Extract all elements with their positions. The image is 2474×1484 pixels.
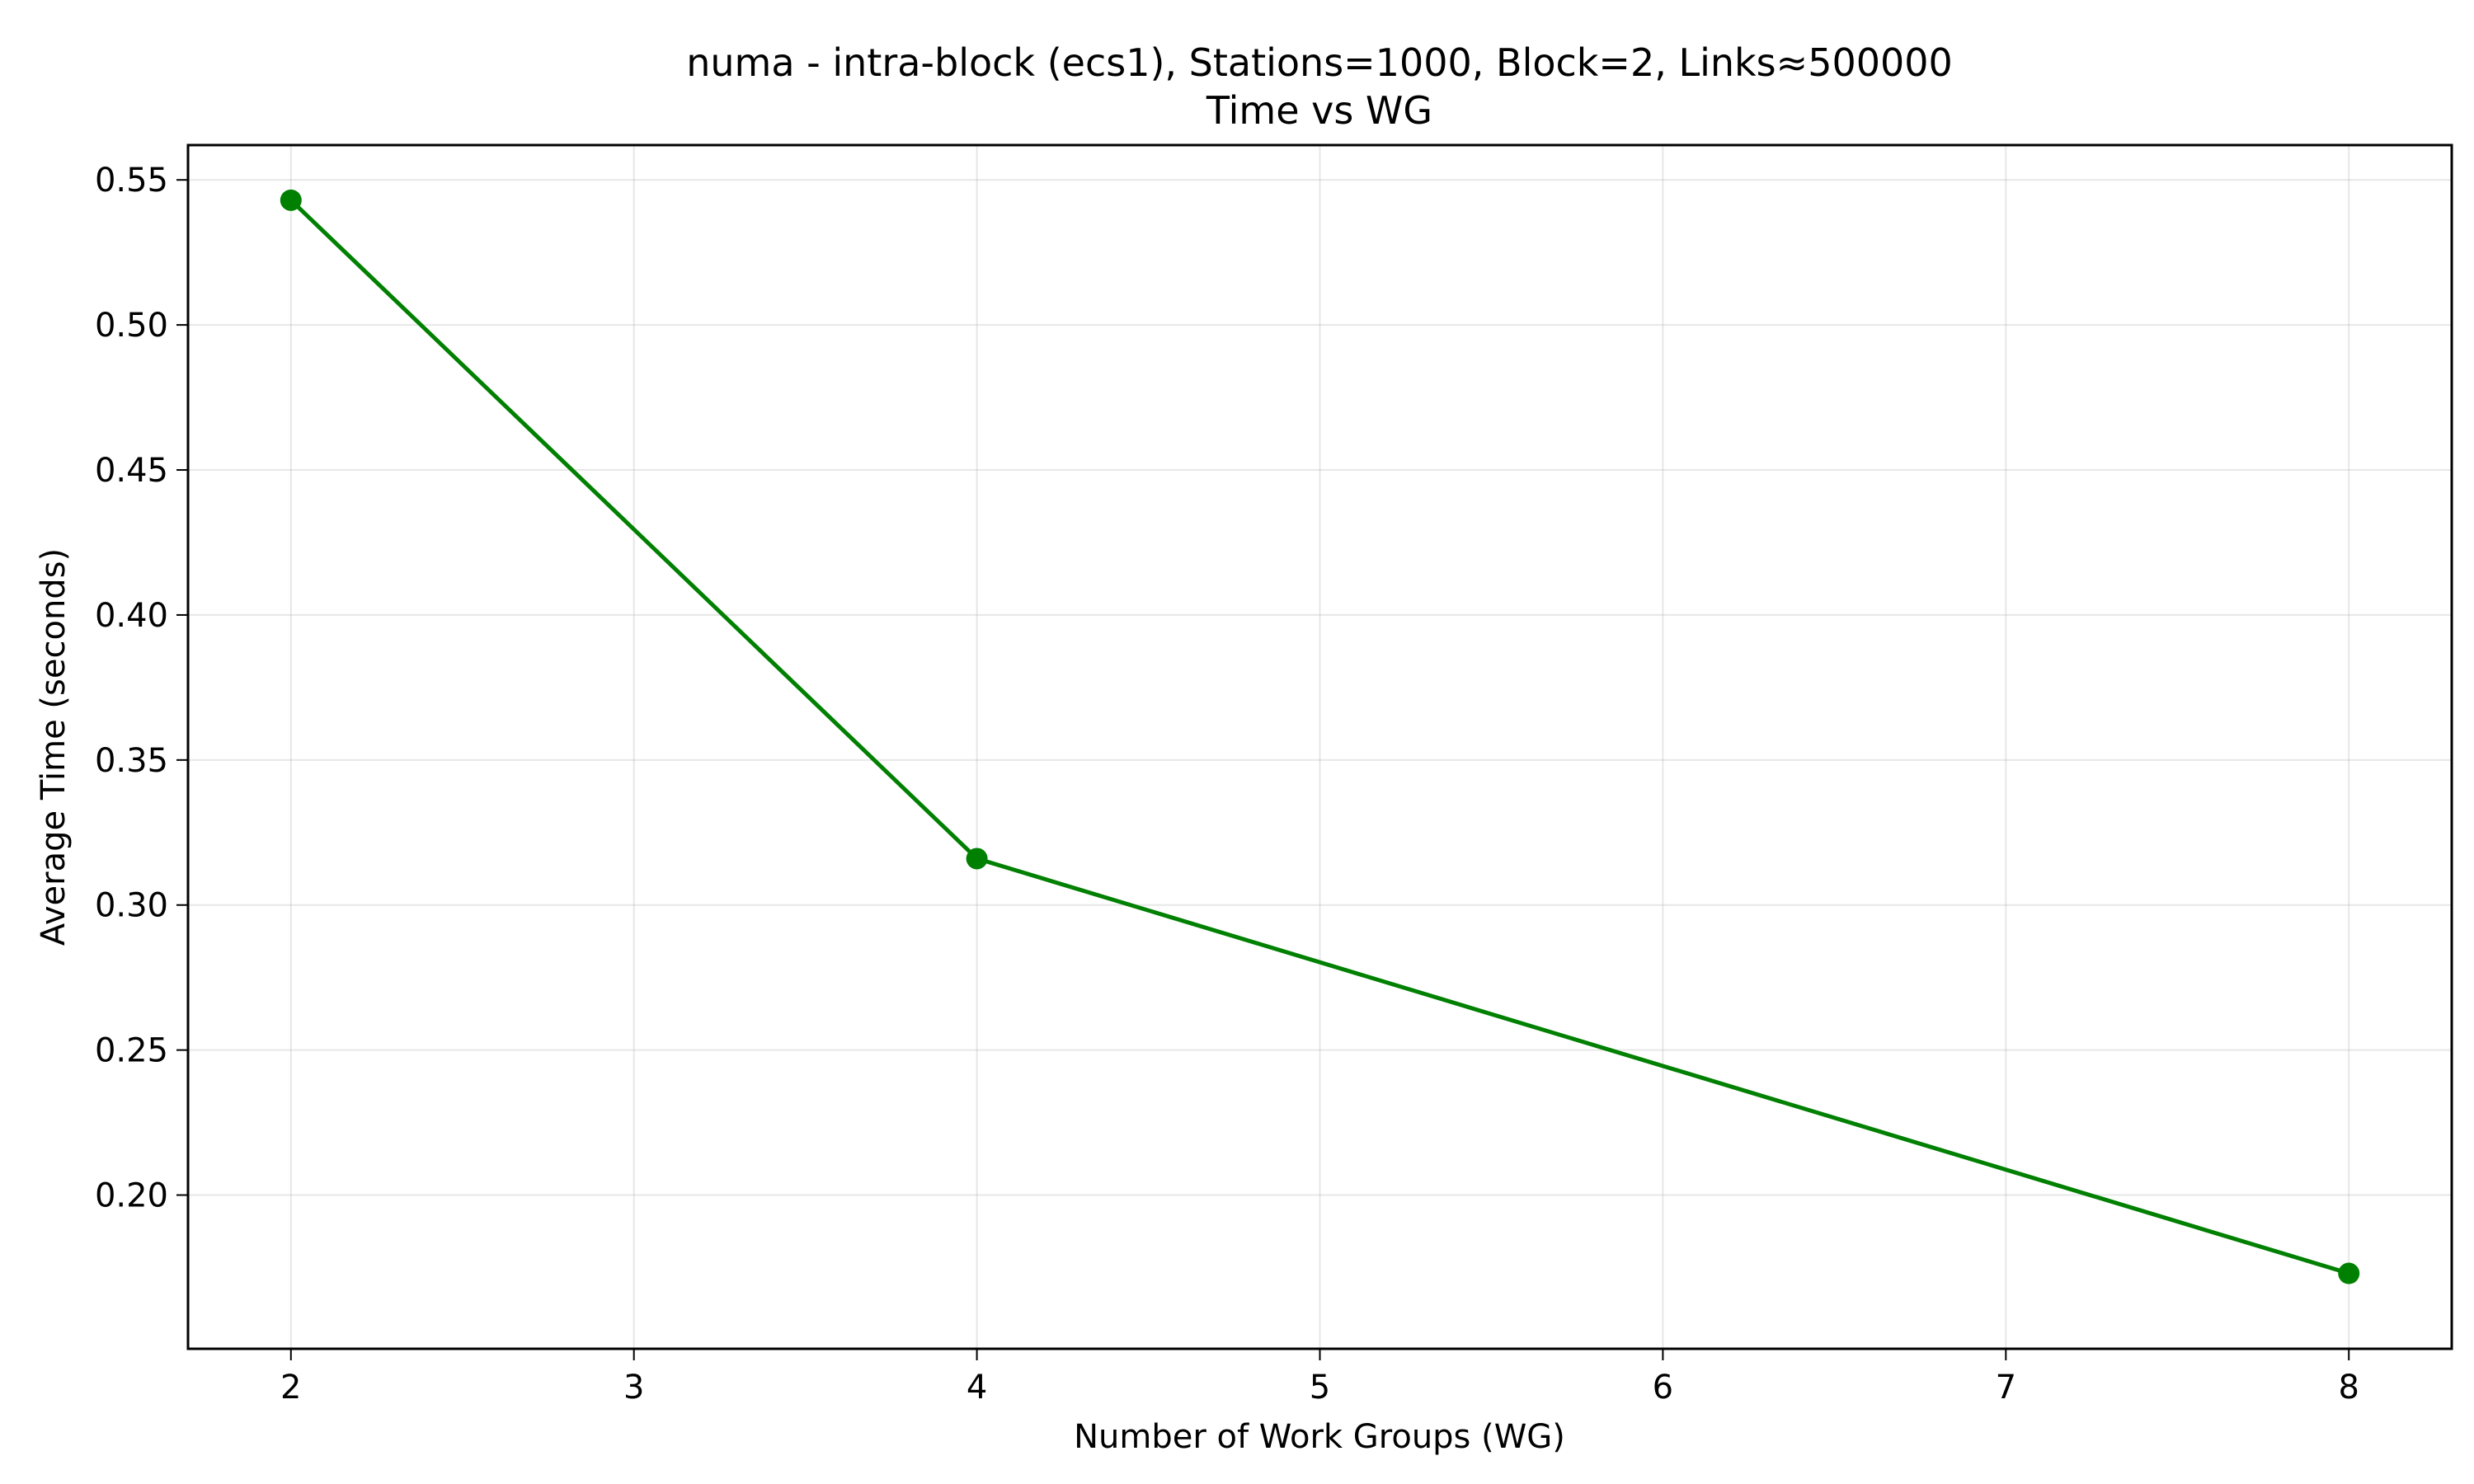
- y-axis-label: Average Time (seconds): [35, 548, 73, 946]
- data-point: [280, 189, 302, 211]
- chart-subtitle: Time vs WG: [1206, 88, 1432, 133]
- x-tick-label: 6: [1653, 1369, 1673, 1407]
- chart-title: numa - intra-block (ecs1), Stations=1000…: [686, 40, 1953, 85]
- y-tick-label: 0.55: [95, 162, 168, 200]
- x-axis-label: Number of Work Groups (WG): [1074, 1418, 1565, 1456]
- y-tick-label: 0.30: [95, 887, 168, 925]
- y-tick-label: 0.25: [95, 1032, 168, 1070]
- series-layer: [280, 189, 2360, 1284]
- y-tick-label: 0.35: [95, 742, 168, 780]
- x-tick-label: 4: [967, 1369, 987, 1407]
- x-tick-label: 5: [1310, 1369, 1330, 1407]
- y-tick-label: 0.45: [95, 452, 168, 490]
- x-tick-label: 3: [623, 1369, 644, 1407]
- plot-frame: [186, 143, 2453, 1350]
- y-tick-label: 0.20: [95, 1177, 168, 1215]
- y-tick-label: 0.50: [95, 307, 168, 345]
- x-tick-label: 7: [1996, 1369, 2016, 1407]
- axis-ticks: 2 3 4 5 6 7 8 0.20 0.25 0.30 0.35 0.40 0.45 0.50 0.55: [95, 162, 2359, 1407]
- x-tick-label: 8: [2339, 1369, 2359, 1407]
- x-tick-label: 2: [280, 1369, 301, 1407]
- data-point: [966, 848, 988, 870]
- data-point: [2338, 1262, 2360, 1284]
- grid: [188, 145, 2452, 1349]
- y-tick-label: 0.40: [95, 597, 168, 635]
